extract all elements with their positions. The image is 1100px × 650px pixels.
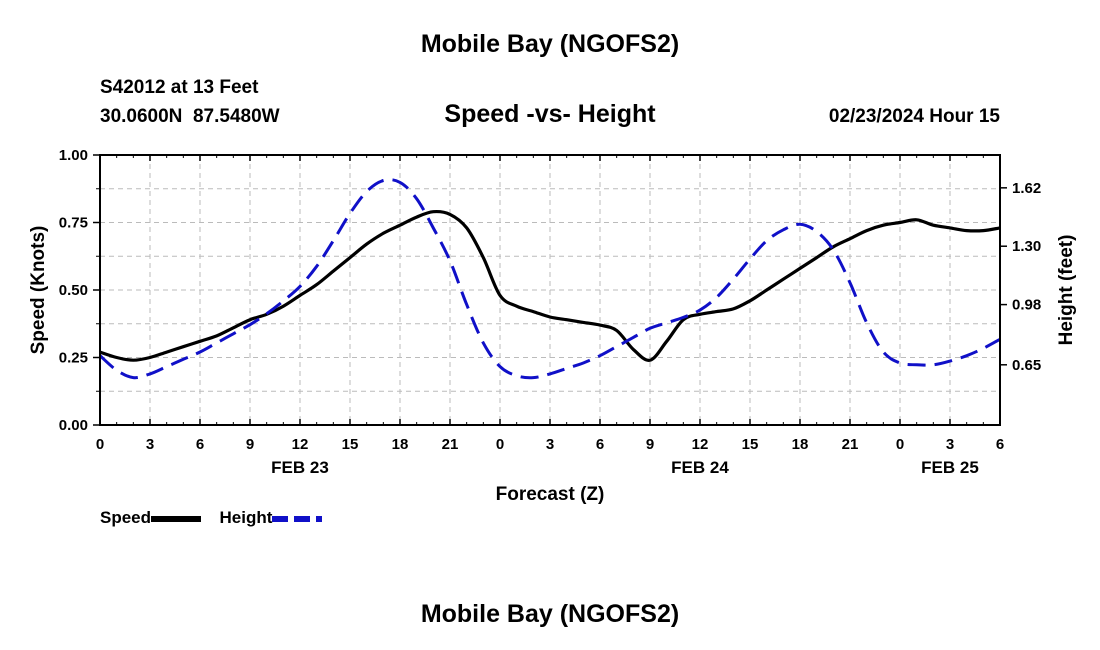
x-tick-label: 3 bbox=[146, 436, 154, 453]
x-tick-label: 3 bbox=[546, 436, 554, 453]
y2-tick-label: 1.62 bbox=[1012, 180, 1041, 197]
legend-height-swatch bbox=[272, 515, 323, 522]
bottom-title: Mobile Bay (NGOFS2) bbox=[420, 600, 680, 628]
x-tick-label: 9 bbox=[246, 436, 254, 453]
y-tick-label: 0.00 bbox=[59, 417, 88, 434]
y2-tick-label: 1.30 bbox=[1012, 238, 1041, 255]
y-tick-label: 0.50 bbox=[59, 282, 88, 299]
x-tick-label: 9 bbox=[646, 436, 654, 453]
x-tick-label: 6 bbox=[996, 436, 1004, 453]
x-tick-label: 15 bbox=[742, 436, 759, 453]
y-tick-label: 1.00 bbox=[59, 147, 88, 164]
x-tick-label: 6 bbox=[196, 436, 204, 453]
y2-axis-label: Height (feet) bbox=[1056, 235, 1077, 346]
x-tick-label: 15 bbox=[342, 436, 359, 453]
legend: Speed Height bbox=[100, 508, 323, 528]
y2-tick-label: 0.65 bbox=[1012, 357, 1041, 374]
grid bbox=[100, 155, 1000, 425]
x-tick-label: 0 bbox=[896, 436, 904, 453]
x-tick-label: 18 bbox=[392, 436, 409, 453]
forecast-datetime: 02/23/2024 Hour 15 bbox=[828, 106, 1000, 127]
series-speed-line bbox=[99, 209, 1001, 362]
x-tick-label: 12 bbox=[692, 436, 709, 453]
legend-speed-label: Speed bbox=[100, 508, 152, 527]
chart-title: Speed -vs- Height bbox=[444, 100, 656, 128]
y-axis-label: Speed (Knots) bbox=[28, 226, 49, 355]
x-tick-label: 21 bbox=[442, 436, 459, 453]
series-height-line bbox=[99, 178, 1001, 380]
x-tick-label: 21 bbox=[842, 436, 859, 453]
date-label: FEB 25 bbox=[921, 458, 979, 477]
page-title: Mobile Bay (NGOFS2) bbox=[420, 30, 680, 58]
station-coords: 30.0600N 87.5480W bbox=[100, 106, 280, 127]
legend-speed-swatch bbox=[151, 515, 202, 522]
x-axis-label: Forecast (Z) bbox=[496, 484, 605, 505]
station-label: S42012 at 13 Feet bbox=[100, 77, 259, 98]
y-tick-label: 0.75 bbox=[59, 215, 88, 232]
y-tick-label: 0.25 bbox=[59, 350, 88, 367]
date-label: FEB 23 bbox=[271, 458, 329, 477]
x-tick-label: 0 bbox=[96, 436, 104, 453]
x-tick-label: 12 bbox=[292, 436, 309, 453]
y2-tick-label: 0.98 bbox=[1012, 297, 1041, 314]
date-label: FEB 24 bbox=[671, 458, 729, 477]
speed-height-chart: 0 3 6 9 12 15 18 21 0 3 6 9 12 15 18 21 0 3 6 FEB 23 FEB 24 F… bbox=[28, 147, 1077, 505]
x-tick-label: 3 bbox=[946, 436, 954, 453]
legend-height-label: Height bbox=[219, 508, 273, 527]
x-tick-label: 6 bbox=[596, 436, 604, 453]
x-tick-label: 18 bbox=[792, 436, 809, 453]
x-tick-label: 0 bbox=[496, 436, 504, 453]
